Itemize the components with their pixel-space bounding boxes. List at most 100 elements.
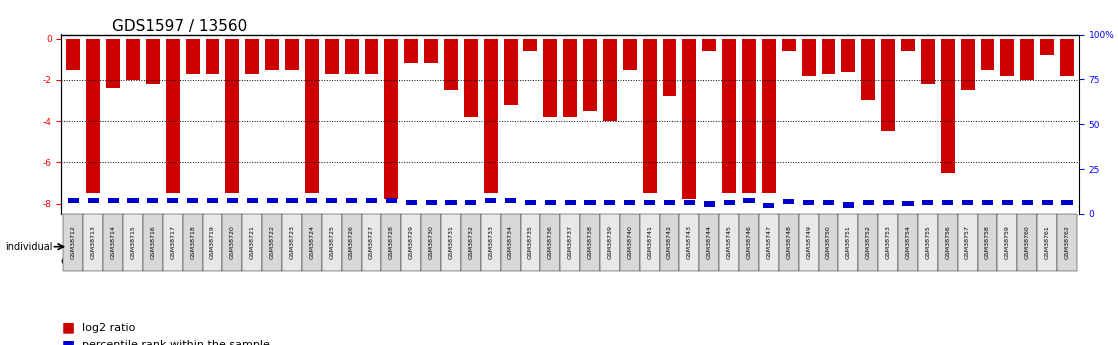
Bar — [1060, 39, 1074, 76]
Text: GSM38741: GSM38741 — [647, 225, 652, 259]
Text: GSM38726: GSM38726 — [349, 225, 354, 259]
FancyBboxPatch shape — [103, 214, 123, 271]
FancyBboxPatch shape — [818, 214, 838, 271]
Bar — [207, 198, 218, 203]
Bar — [940, 39, 955, 172]
Bar — [187, 198, 198, 203]
Bar — [684, 200, 695, 205]
FancyBboxPatch shape — [560, 214, 580, 271]
Bar — [1001, 39, 1014, 76]
Text: GSM38730: GSM38730 — [428, 225, 434, 259]
Text: GSM38713: GSM38713 — [91, 225, 96, 259]
Bar — [902, 200, 913, 206]
Bar — [605, 200, 616, 205]
Text: ■: ■ — [61, 321, 75, 335]
FancyBboxPatch shape — [182, 214, 202, 271]
Text: GSM38719: GSM38719 — [210, 225, 215, 259]
Bar — [324, 39, 339, 74]
Text: GSM38759: GSM38759 — [1005, 225, 1010, 259]
Text: patient 5: patient 5 — [320, 252, 363, 262]
Text: GSM38724: GSM38724 — [310, 225, 314, 259]
Bar — [1042, 200, 1053, 205]
Text: GSM38737: GSM38737 — [568, 225, 572, 259]
Text: GSM38746: GSM38746 — [747, 225, 751, 259]
Text: patient
17: patient 17 — [751, 247, 786, 266]
Bar — [743, 198, 755, 203]
Bar — [722, 39, 736, 193]
Bar — [764, 203, 775, 208]
Bar — [524, 200, 536, 205]
Bar — [623, 39, 637, 70]
Text: log2 ratio: log2 ratio — [82, 323, 135, 333]
Bar — [563, 39, 577, 117]
Bar — [66, 39, 80, 70]
Text: GSM38743: GSM38743 — [686, 225, 692, 259]
FancyBboxPatch shape — [163, 214, 182, 271]
Text: patient 14: patient 14 — [654, 252, 704, 262]
Text: ■: ■ — [61, 338, 75, 345]
Text: GSM38736: GSM38736 — [548, 225, 552, 259]
Text: GSM38735: GSM38735 — [528, 225, 533, 259]
Bar — [286, 198, 297, 203]
Text: patient
22: patient 22 — [920, 247, 955, 266]
Bar — [1061, 200, 1072, 205]
Bar — [364, 39, 378, 74]
FancyBboxPatch shape — [143, 214, 163, 271]
Text: GSM38721: GSM38721 — [249, 225, 255, 259]
Bar — [823, 200, 834, 205]
Bar — [444, 39, 458, 90]
FancyBboxPatch shape — [540, 214, 560, 271]
Text: GSM38761: GSM38761 — [1044, 226, 1050, 259]
Bar — [306, 198, 318, 203]
FancyBboxPatch shape — [680, 214, 700, 271]
Text: GSM38740: GSM38740 — [627, 225, 633, 259]
Bar — [426, 200, 437, 205]
Text: pat
ent
13: pat ent 13 — [642, 242, 657, 270]
FancyBboxPatch shape — [938, 214, 958, 271]
FancyBboxPatch shape — [64, 214, 84, 271]
Bar — [703, 201, 714, 207]
Bar — [227, 198, 238, 203]
Bar — [424, 39, 438, 63]
FancyBboxPatch shape — [84, 214, 103, 271]
FancyBboxPatch shape — [1057, 214, 1077, 271]
Bar — [802, 39, 816, 76]
FancyBboxPatch shape — [838, 244, 859, 268]
FancyBboxPatch shape — [1017, 214, 1038, 271]
Text: patient
19: patient 19 — [831, 247, 865, 266]
Bar — [702, 39, 717, 51]
FancyBboxPatch shape — [501, 214, 521, 271]
FancyBboxPatch shape — [401, 214, 421, 271]
Text: GSM38725: GSM38725 — [329, 225, 334, 259]
Bar — [445, 200, 456, 205]
Bar — [624, 200, 635, 205]
Bar — [803, 200, 814, 205]
FancyBboxPatch shape — [263, 244, 302, 268]
Bar — [544, 200, 556, 205]
FancyBboxPatch shape — [481, 214, 501, 271]
Text: GSM38760: GSM38760 — [1025, 226, 1030, 259]
Bar — [565, 200, 576, 205]
FancyBboxPatch shape — [700, 214, 719, 271]
Text: GSM38738: GSM38738 — [588, 225, 593, 259]
Text: GSM38720: GSM38720 — [230, 225, 235, 259]
Bar — [863, 200, 874, 205]
FancyBboxPatch shape — [381, 244, 440, 268]
Bar — [663, 39, 676, 96]
FancyBboxPatch shape — [779, 214, 798, 271]
FancyBboxPatch shape — [759, 214, 779, 271]
Bar — [465, 200, 476, 205]
FancyBboxPatch shape — [739, 214, 759, 271]
Bar — [644, 200, 655, 205]
Text: GSM38732: GSM38732 — [468, 225, 473, 259]
Text: patient
20: patient 20 — [861, 247, 896, 266]
FancyBboxPatch shape — [918, 244, 958, 268]
Bar — [982, 200, 993, 205]
Bar — [484, 39, 498, 193]
Bar — [1021, 39, 1034, 80]
Bar — [543, 39, 557, 117]
FancyBboxPatch shape — [878, 214, 898, 271]
FancyBboxPatch shape — [997, 214, 1017, 271]
Bar — [186, 39, 200, 74]
Text: GSM38712: GSM38712 — [70, 225, 76, 259]
